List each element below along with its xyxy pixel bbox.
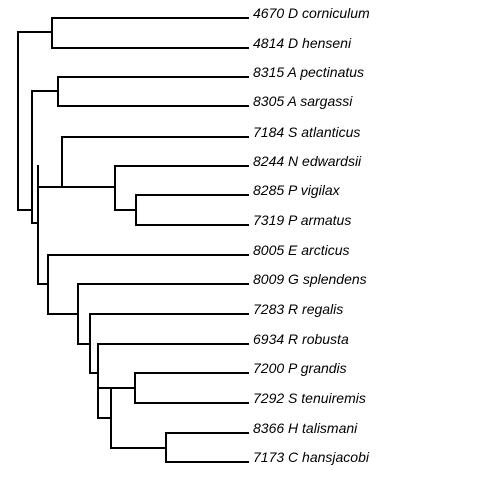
leaf-label: 7184 S atlanticus — [253, 124, 360, 140]
leaf-label: 7319 P armatus — [253, 212, 351, 228]
leaf-label: 8009 G splendens — [253, 271, 367, 287]
leaf-label: 8285 P vigilax — [253, 182, 341, 198]
leaf-label: 7200 P grandis — [253, 360, 347, 376]
leaf-label: 8305 A sargassi — [253, 93, 353, 109]
leaf-label: 6934 R robusta — [253, 331, 349, 347]
leaf-label: 8366 H talismani — [253, 420, 358, 436]
leaf-label: 8244 N edwardsii — [253, 153, 362, 169]
leaf-label: 4670 D corniculum — [253, 5, 370, 21]
tree-branches — [17, 17, 249, 463]
leaf-label: 7292 S tenuiremis — [253, 390, 366, 406]
leaf-label: 4814 D henseni — [253, 35, 352, 51]
leaf-label: 7173 C hansjacobi — [253, 449, 370, 465]
leaf-label: 8005 E arcticus — [253, 242, 350, 258]
leaf-label: 7283 R regalis — [253, 301, 343, 317]
leaf-labels: 4670 D corniculum 4814 D henseni 8315 A … — [253, 5, 370, 465]
leaf-label: 8315 A pectinatus — [253, 64, 364, 80]
